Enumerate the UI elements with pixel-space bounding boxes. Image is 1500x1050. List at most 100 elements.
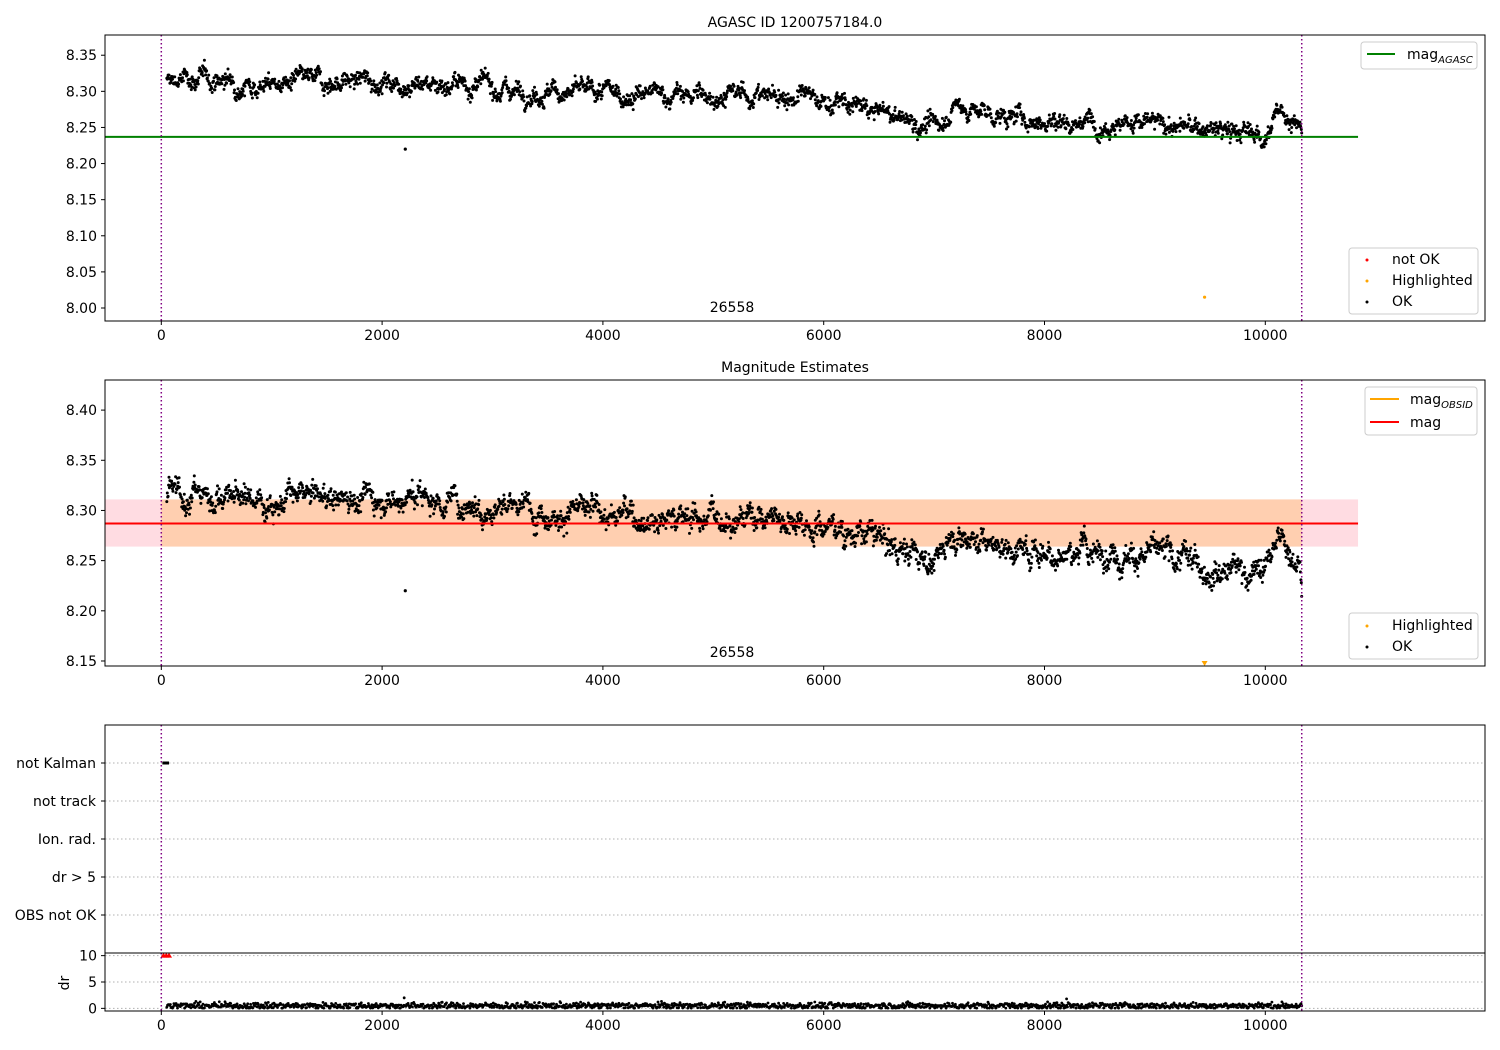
agasc-ok-point bbox=[1074, 119, 1077, 123]
agasc-ok-point bbox=[215, 74, 219, 78]
agasc-ok-point bbox=[595, 97, 599, 101]
legend-mag-agasc: magAGASC bbox=[1407, 47, 1473, 66]
agasc-ok-point bbox=[585, 85, 589, 89]
estimates-ok-point bbox=[564, 520, 567, 524]
agasc-ok-point bbox=[851, 110, 855, 114]
agasc-ok-point bbox=[450, 81, 454, 85]
estimates-ok-point bbox=[1123, 553, 1127, 557]
estimates-ok-point bbox=[602, 517, 606, 521]
estimates-ok-point bbox=[981, 530, 984, 534]
agasc-ok-point bbox=[937, 128, 941, 132]
estimates-ok-point bbox=[523, 496, 527, 500]
estimates-ok-point bbox=[860, 542, 864, 546]
agasc-ok-point bbox=[786, 92, 790, 96]
estimates-ok-point bbox=[1003, 542, 1007, 546]
estimates-ok-point bbox=[226, 499, 230, 503]
estimates-ok-point bbox=[234, 485, 238, 489]
agasc-ok-point bbox=[319, 70, 322, 74]
agasc-ok-point bbox=[421, 87, 425, 91]
estimates-ok-point bbox=[846, 527, 850, 531]
agasc-ok-point bbox=[1187, 113, 1191, 117]
agasc-ok-point bbox=[320, 83, 324, 87]
estimates-ok-point bbox=[1132, 546, 1136, 550]
agasc-ok-point bbox=[178, 73, 182, 77]
estimates-ok-point bbox=[1101, 555, 1105, 559]
agasc-ok-point bbox=[859, 103, 863, 106]
estimates-ok-point bbox=[370, 496, 374, 500]
agasc-ok-point bbox=[222, 87, 226, 91]
estimates-ok-point bbox=[479, 513, 483, 517]
agasc-ok-point bbox=[433, 79, 436, 83]
estimates-ok-point bbox=[243, 485, 247, 489]
estimates-ok-point bbox=[798, 511, 802, 514]
agasc-ok-point bbox=[743, 89, 746, 93]
agasc-ok-point bbox=[660, 91, 664, 95]
estimates-ok-point bbox=[1185, 549, 1189, 553]
estimates-ok-point bbox=[1108, 560, 1112, 564]
agasc-ok-point bbox=[452, 75, 456, 79]
agasc-ok-point bbox=[1079, 120, 1083, 124]
agasc-ok-point bbox=[771, 83, 774, 87]
estimates-ok-point bbox=[1188, 553, 1191, 557]
agasc-ok-point bbox=[1065, 117, 1069, 120]
estimates-ok-point bbox=[296, 496, 300, 500]
agasc-ok-point bbox=[226, 67, 230, 71]
estimates-ok-point bbox=[1048, 547, 1052, 551]
agasc-ok-point bbox=[1054, 128, 1058, 132]
agasc-ok-point bbox=[1136, 113, 1140, 117]
agasc-ok-point bbox=[378, 89, 382, 93]
estimates-ok-point bbox=[1037, 566, 1041, 569]
estimates-ok-point bbox=[840, 525, 844, 529]
y-tick-label: 8.25 bbox=[66, 120, 97, 136]
agasc-ok-point bbox=[902, 114, 905, 118]
estimates-ok-point bbox=[809, 536, 812, 539]
estimates-ok-point bbox=[321, 499, 325, 503]
estimates-ok-point bbox=[788, 532, 791, 535]
agasc-ok-point bbox=[900, 110, 904, 114]
agasc-ok-point bbox=[910, 115, 914, 119]
estimates-ok-point bbox=[1176, 556, 1180, 560]
agasc-ok-point bbox=[827, 109, 831, 113]
estimates-ok-point bbox=[621, 511, 625, 514]
agasc-ok-point bbox=[811, 88, 815, 92]
estimates-ok-point bbox=[1000, 538, 1004, 542]
estimates-ok-point bbox=[774, 507, 778, 511]
estimates-ok-point bbox=[906, 557, 910, 561]
agasc-ok-point bbox=[1146, 112, 1150, 116]
estimates-ok-point bbox=[850, 529, 854, 533]
agasc-ok-point bbox=[494, 90, 498, 94]
estimates-ok-point bbox=[1124, 544, 1128, 547]
estimates-ok-point bbox=[1121, 567, 1125, 571]
agasc-ok-point bbox=[1186, 125, 1190, 128]
estimates-ok-point bbox=[356, 496, 360, 499]
agasc-ok-point bbox=[329, 79, 333, 83]
agasc-ok-point bbox=[1188, 118, 1192, 122]
agasc-ok-point bbox=[361, 75, 365, 79]
agasc-ok-point bbox=[380, 92, 384, 96]
estimates-ok-point bbox=[416, 503, 419, 507]
estimates-ok-point bbox=[426, 498, 430, 502]
estimates-ok-point bbox=[553, 510, 557, 513]
agasc-ok-point bbox=[678, 84, 682, 88]
agasc-ok-point bbox=[964, 110, 968, 114]
agasc-ok-point bbox=[1216, 129, 1220, 133]
estimates-ok-point bbox=[311, 477, 315, 481]
agasc-ok-point bbox=[517, 80, 521, 84]
estimates-ok-point bbox=[1036, 551, 1040, 554]
agasc-ok-point bbox=[369, 79, 373, 83]
agasc-ok-point bbox=[746, 97, 750, 101]
agasc-ok-point bbox=[787, 103, 791, 107]
agasc-ok-point bbox=[1287, 128, 1291, 132]
agasc-ok-point bbox=[504, 75, 508, 79]
estimates-ok-point bbox=[672, 514, 676, 518]
estimates-ok-point bbox=[991, 535, 995, 539]
agasc-ok-point bbox=[1299, 128, 1303, 131]
estimates-ok-point bbox=[948, 539, 952, 542]
estimates-ok-point bbox=[758, 510, 762, 514]
agasc-ok-point bbox=[1192, 128, 1196, 132]
estimates-ok-point bbox=[972, 543, 976, 546]
agasc-ok-point bbox=[776, 105, 780, 109]
agasc-ok-point bbox=[450, 87, 453, 91]
estimates-ok-point bbox=[887, 539, 891, 542]
agasc-ok-point bbox=[1117, 117, 1121, 121]
